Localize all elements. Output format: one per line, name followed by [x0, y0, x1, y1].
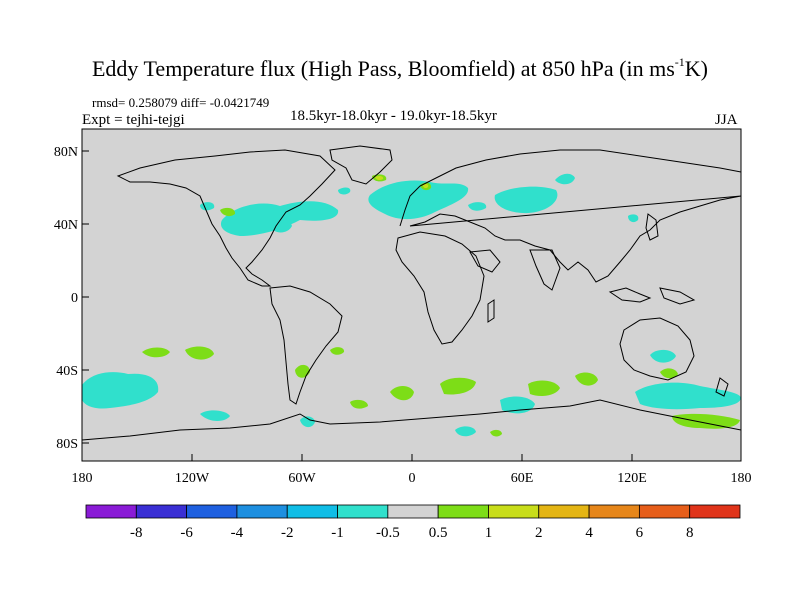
period-label: 18.5kyr-18.0kyr - 19.0kyr-18.5kyr	[290, 108, 497, 124]
colorbar-box	[437, 504, 489, 519]
neg-patch-asia	[494, 186, 558, 214]
pos-patch-na-west	[220, 207, 236, 217]
experiment-label: Expt = tejhi-tejgi	[82, 112, 185, 128]
y-label: 40N	[54, 218, 78, 233]
coast-japan	[645, 213, 659, 241]
pos-patch-south-ind	[490, 429, 502, 437]
neg-patch-south-atl	[455, 426, 476, 437]
pos-patch-indian-e	[575, 372, 598, 386]
colorbar-label: -6	[180, 525, 193, 541]
x-label: 180	[72, 471, 93, 486]
y-axis-labels: 80N 40N 0 40S 80S	[54, 145, 78, 452]
x-axis-labels: 180 120W 60W 0 60E 120E 180	[72, 471, 752, 486]
neg-patch-n-atlantic	[368, 180, 469, 220]
x-label: 120W	[175, 471, 210, 486]
pos-patch-pacific	[142, 347, 170, 358]
coast-new-zealand	[715, 377, 729, 397]
colorbar-box	[689, 504, 741, 519]
colorbar-label: 0.5	[429, 525, 448, 541]
colorbar-box	[186, 504, 238, 519]
pos-patch-s-atlantic-2	[350, 399, 368, 409]
coast-greenland	[329, 145, 393, 185]
colorbar-box	[538, 504, 590, 519]
negative-anomaly-patches	[82, 173, 741, 437]
x-label: 0	[409, 471, 416, 486]
colorbar-box	[85, 504, 137, 519]
x-axis-ticks	[81, 454, 742, 461]
colorbar-label: 8	[686, 525, 694, 541]
colorbar-box	[488, 504, 540, 519]
colorbar-label: -1	[331, 525, 344, 541]
y-label: 80S	[56, 437, 78, 452]
coast-madagascar	[487, 299, 495, 323]
neg-patch-drake	[300, 416, 315, 428]
strong-positive-patches	[375, 175, 429, 189]
colorbar-label: -0.5	[376, 525, 400, 541]
coast-arabia-india	[469, 249, 561, 291]
y-label: 80N	[54, 145, 78, 160]
colorbar-label: -4	[231, 525, 244, 541]
colorbar-labels: -8 -6 -4 -2 -1 -0.5 0.5 1 2 4 6 8	[130, 525, 693, 541]
neg-patch-korea	[628, 214, 639, 223]
pos-patch-argentina	[330, 347, 345, 355]
colorbar-box	[638, 504, 691, 519]
neg-patch-siberia	[555, 173, 575, 185]
positive-anomaly-patches	[142, 174, 740, 437]
pos-patch-indian-w	[440, 377, 476, 395]
season-label: JJA	[715, 112, 738, 128]
pos-patch-s-atlantic	[390, 386, 414, 401]
coast-antarctica	[81, 399, 742, 441]
colorbar-box	[286, 504, 338, 519]
y-label: 40S	[56, 364, 78, 379]
pos-patch-aus-east	[660, 368, 678, 379]
colorbar-box	[337, 504, 389, 519]
pos-patch-tasman	[672, 413, 740, 429]
y-axis-ticks	[82, 150, 89, 444]
coastlines	[81, 145, 742, 441]
x-label: 60W	[288, 471, 316, 486]
strong-patch-greenland	[375, 175, 384, 181]
x-label: 120E	[617, 471, 647, 486]
strong-patch-scandinavia	[423, 183, 429, 189]
stats-line: rmsd= 0.258079 diff= -0.0421749	[92, 95, 270, 110]
neg-patch-south-ocean-east	[635, 382, 741, 410]
x-label: 180	[731, 471, 752, 486]
colorbar-box	[135, 504, 188, 519]
colorbar-box	[588, 504, 640, 519]
colorbar-label: 4	[585, 525, 593, 541]
neg-patch-south-pacific-2	[200, 410, 230, 421]
colorbar-box	[236, 504, 288, 519]
colorbar-label: 1	[485, 525, 493, 541]
colorbar-label: 2	[535, 525, 543, 541]
colorbar	[85, 504, 741, 519]
neg-patch-australia	[650, 349, 676, 363]
neg-patch-south-pacific	[82, 372, 159, 409]
neg-patch-europe	[468, 202, 487, 211]
colorbar-label: -2	[281, 525, 294, 541]
pos-patch-indian-c	[528, 380, 560, 396]
neg-patch-labrador	[338, 187, 351, 195]
coast-se-asia	[608, 287, 696, 305]
pos-patch-chile	[295, 364, 310, 378]
plot-title: Eddy Temperature flux (High Pass, Bloomf…	[91, 54, 708, 81]
pos-patch-pacific-2	[185, 346, 214, 360]
x-label: 60E	[511, 471, 534, 486]
coast-africa	[395, 231, 485, 345]
neg-patch-north-america	[220, 201, 339, 236]
colorbar-label: -8	[130, 525, 143, 541]
colorbar-box	[387, 504, 439, 519]
coast-south-america	[269, 285, 343, 405]
colorbar-label: 6	[636, 525, 644, 541]
y-label: 0	[71, 291, 78, 306]
coast-australia	[619, 317, 695, 381]
coast-north-america	[116, 149, 336, 287]
